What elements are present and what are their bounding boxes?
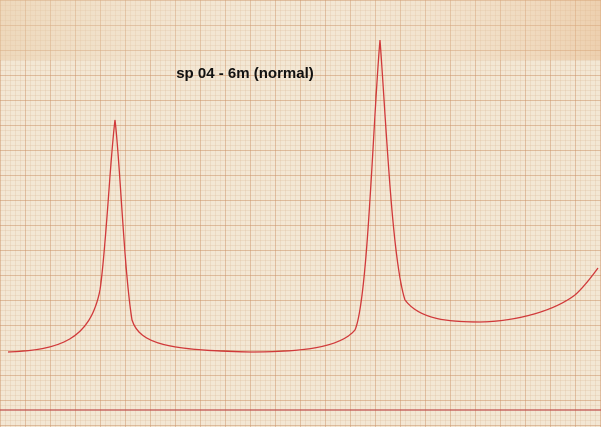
trace bbox=[7, 39, 599, 353]
chart-title: sp 04 - 6m (normal) bbox=[176, 65, 314, 82]
stain bbox=[0, 0, 601, 60]
